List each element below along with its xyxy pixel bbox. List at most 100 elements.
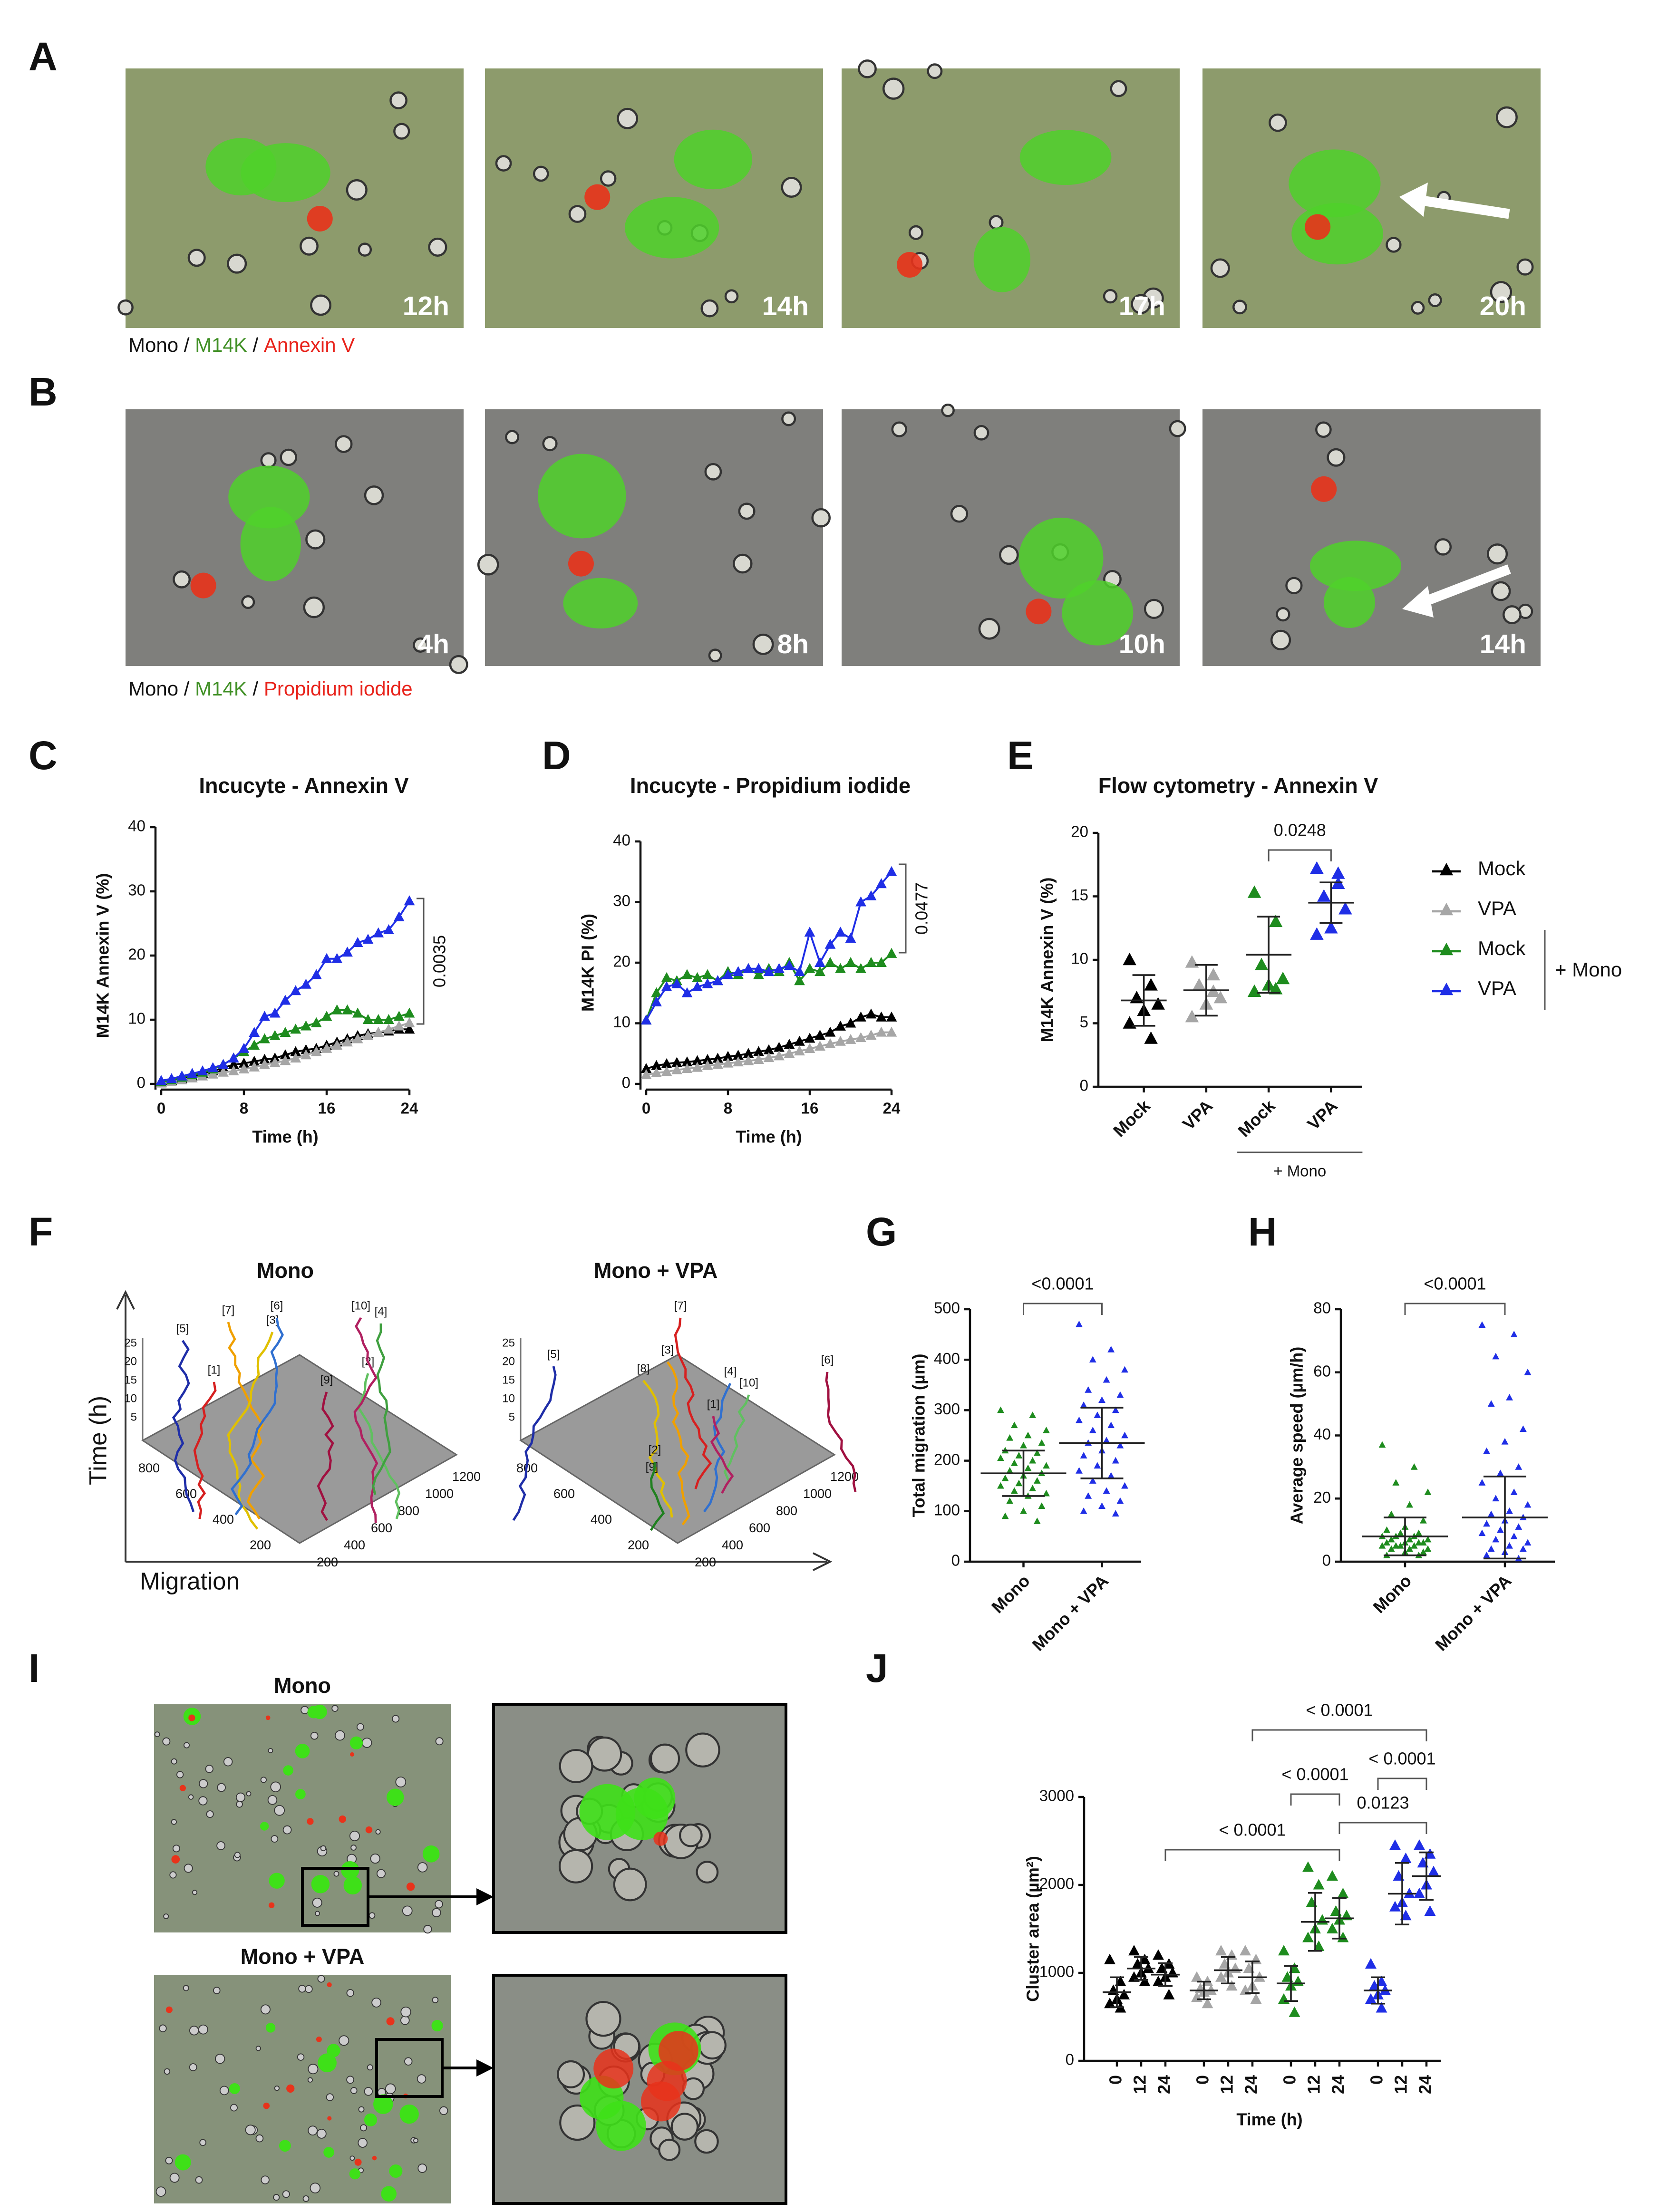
marker (855, 1032, 866, 1043)
cell (217, 1783, 226, 1792)
marker (1010, 1421, 1018, 1429)
cell (1285, 577, 1303, 594)
marker (753, 1054, 764, 1064)
depth-tick-label: 600 (553, 1487, 575, 1501)
marker (997, 1482, 1004, 1489)
bracket (899, 863, 907, 954)
cell (557, 2060, 585, 2088)
bracket (1164, 1849, 1340, 1861)
marker (1089, 1356, 1096, 1363)
bracket (1023, 1303, 1103, 1315)
cell (402, 1905, 413, 1916)
track-label: [1] (707, 1398, 720, 1410)
marker (743, 1055, 754, 1065)
green-cell (265, 2023, 276, 2033)
marker (1483, 1551, 1491, 1558)
marker (1487, 1510, 1495, 1517)
marker (774, 1042, 785, 1052)
y-tick-label: 0 (622, 1074, 630, 1092)
marker (1144, 1031, 1158, 1044)
y-tick-label: 1000 (1039, 1963, 1074, 1980)
marker (1506, 1394, 1513, 1401)
legend-label: VPA (1478, 897, 1516, 919)
p-value: 0.0248 (1274, 821, 1326, 840)
error-bar (1483, 1475, 1527, 1560)
x-tick-label: Mono + VPA (1028, 1571, 1112, 1654)
cell (213, 1987, 221, 1994)
panel-letter: I (29, 1646, 39, 1690)
marker (886, 947, 897, 958)
cell (308, 2125, 318, 2136)
x-tick-label: Mono (988, 1571, 1034, 1617)
cell (1210, 258, 1230, 278)
cell (617, 107, 639, 129)
marker (763, 966, 775, 976)
marker (404, 895, 415, 906)
cell (941, 403, 955, 417)
cell (162, 1737, 171, 1746)
track-label: [6] (821, 1353, 834, 1366)
track (667, 1361, 690, 1526)
z-tick-label: 10 (124, 1392, 137, 1405)
marker (814, 1030, 825, 1040)
cell (172, 1845, 180, 1853)
marker (1310, 861, 1324, 874)
time-label: 17h (1119, 291, 1165, 321)
marker (1410, 1542, 1418, 1549)
marker (352, 1007, 363, 1018)
marker (310, 969, 322, 979)
marker (886, 1011, 897, 1022)
arrow (1415, 564, 1511, 609)
cell (267, 1795, 278, 1805)
green-cell (1323, 577, 1376, 628)
time-label: 14h (762, 291, 809, 321)
marker (269, 1057, 281, 1067)
cell (738, 502, 756, 520)
marker (1439, 943, 1454, 956)
red-cell (327, 1982, 332, 1988)
marker (824, 938, 836, 949)
y-tick-label: 40 (128, 817, 145, 835)
marker (1024, 1464, 1032, 1471)
marker (804, 963, 815, 973)
image-bg (485, 68, 824, 328)
cell (781, 411, 796, 426)
cell (199, 2139, 206, 2146)
marker (249, 1027, 260, 1037)
marker (1001, 1474, 1009, 1481)
depth-tick-label: 800 (138, 1461, 160, 1475)
red-cell (171, 1855, 180, 1864)
cell (428, 237, 447, 257)
y-axis-label: Cluster area (µm²) (1023, 1856, 1043, 2002)
y-tick-label: 400 (934, 1350, 960, 1367)
marker (1383, 1526, 1391, 1533)
cell (724, 289, 739, 304)
marker (855, 1011, 866, 1022)
cell (400, 2006, 411, 2018)
marker (702, 978, 713, 988)
cell (505, 430, 520, 444)
error-bar (1395, 1862, 1410, 1926)
marker (692, 1062, 703, 1072)
p-value: < 0.0001 (1306, 1700, 1373, 1720)
marker (383, 924, 394, 934)
cell (1269, 113, 1287, 132)
marker (1250, 1993, 1262, 2004)
cell (346, 179, 368, 201)
marker (1107, 1472, 1115, 1479)
marker (1383, 1539, 1391, 1546)
x-tick-label: 0 (1280, 2075, 1299, 2085)
panel-letter: E (1007, 733, 1034, 778)
chart: Incucyte - Annexin V M14K Annexin V (%) 0 1… (93, 773, 449, 1147)
marker (310, 1046, 322, 1056)
green-cell (387, 1788, 404, 1806)
f-y-label: Time (h) (84, 1396, 111, 1485)
y-tick-label: 200 (934, 1450, 960, 1468)
marker (1163, 1989, 1175, 1999)
x-tick-label: 0 (1367, 2075, 1387, 2085)
marker (1302, 1932, 1314, 1942)
cell (370, 1854, 380, 1864)
marker (1247, 984, 1261, 997)
image-bg (492, 1974, 788, 2205)
